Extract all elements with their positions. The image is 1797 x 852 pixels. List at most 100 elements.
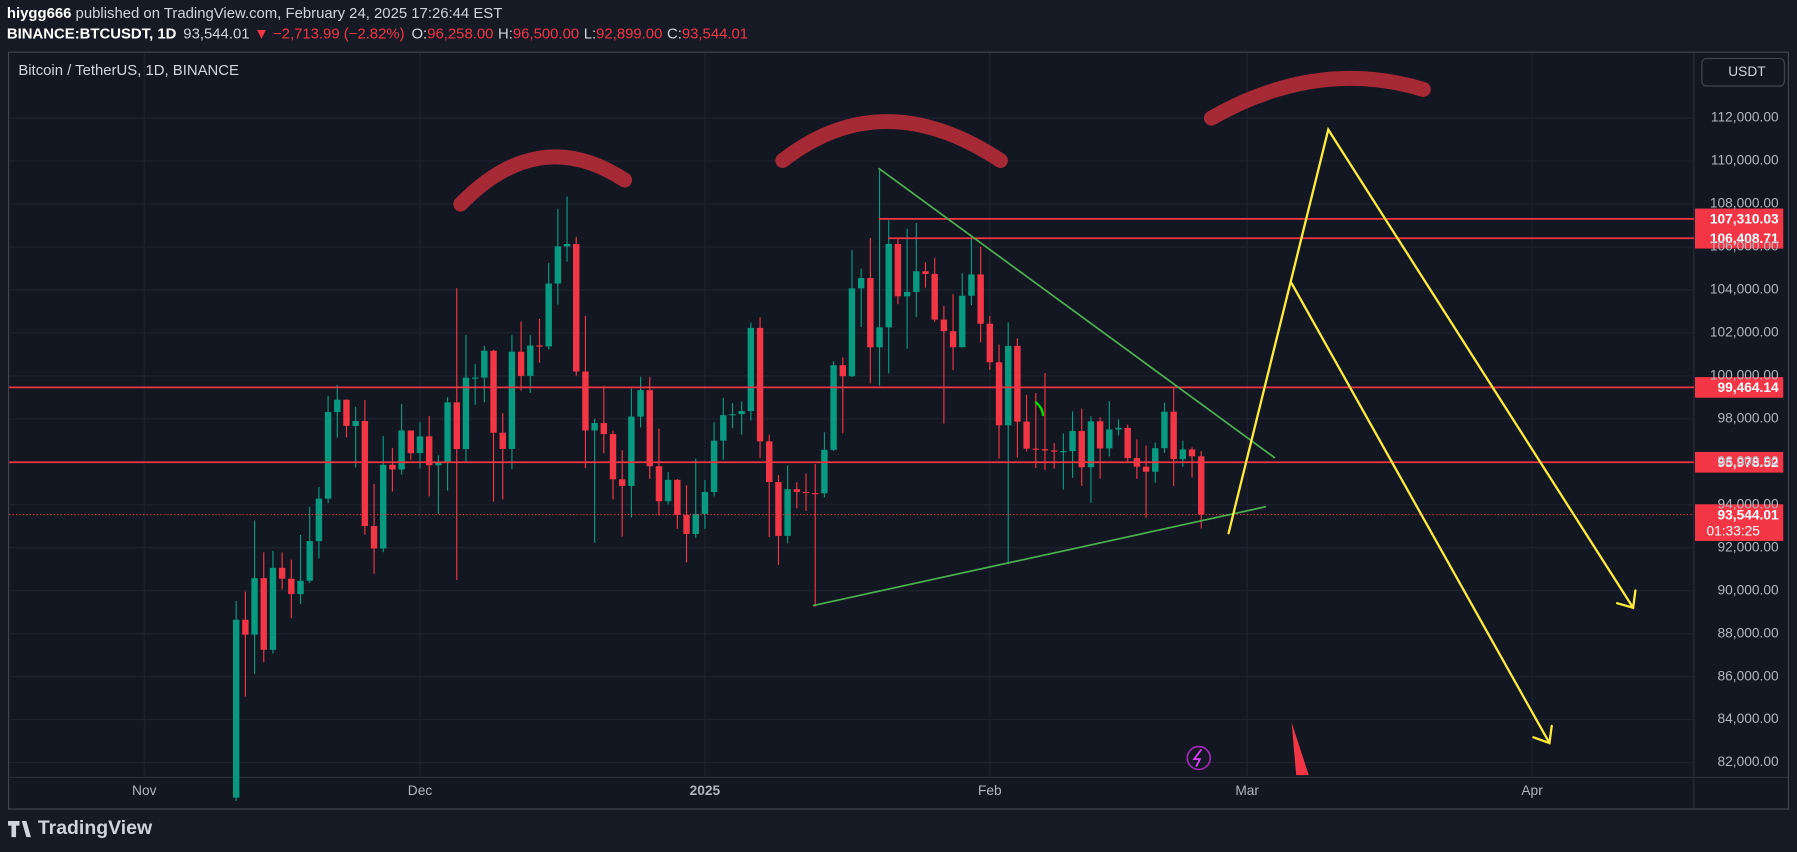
candle-body: [288, 578, 295, 595]
candle-body: [646, 390, 653, 467]
event-icon-bolt: [1192, 749, 1202, 767]
candle-body: [1142, 466, 1150, 472]
candle-body: [600, 423, 608, 435]
arc-drawing: [453, 149, 633, 212]
candle-body: [352, 421, 359, 426]
candle-body: [1198, 456, 1205, 515]
projection-path: [1227, 126, 1635, 609]
candle-body: [784, 489, 791, 536]
author: hiygg666: [7, 6, 72, 22]
levels: 107,310.03 106,408.71 99,464.14 95,978.52 93…: [9, 208, 1784, 541]
candle-body: [949, 331, 957, 348]
candle-body: [573, 243, 580, 372]
candle-body: [278, 567, 286, 579]
ohlc-value: 96,500.00: [513, 26, 579, 42]
mark: [1034, 401, 1045, 417]
candle-body: [1179, 449, 1187, 460]
candle-body: [389, 464, 396, 470]
candle-body: [637, 390, 644, 417]
x-tick-label: Apr: [1521, 783, 1543, 798]
ohlc-key: H:: [498, 26, 513, 42]
price-tag-label: 106,408.71: [1710, 231, 1779, 246]
candle-body: [517, 351, 525, 376]
x-tick-label: Mar: [1235, 783, 1259, 798]
candle-body: [269, 567, 277, 650]
ohlc: O:96,258.00 H:96,500.00 L:92,899.00 C:93,54…: [411, 26, 748, 42]
candle-body: [664, 479, 672, 502]
candle-body: [821, 449, 828, 494]
candle-body: [1115, 427, 1122, 430]
candle-body: [609, 434, 617, 480]
candle-body: [894, 243, 902, 297]
drawings: [453, 70, 1637, 776]
price-tag: [1695, 227, 1784, 249]
legend-title: Bitcoin / TetherUS, 1D, BINANCE: [18, 63, 239, 79]
y-tick-label: 112,000.00: [1711, 110, 1779, 125]
candle-body: [260, 578, 267, 650]
price-tag-label: 99,464.14: [1718, 380, 1780, 395]
candle-body: [756, 327, 764, 442]
currency-label: USDT: [1728, 64, 1766, 79]
candle-body: [857, 278, 865, 289]
arrow-head: [1615, 589, 1637, 610]
symbol: BINANCE:BTCUSDT, 1D: [7, 26, 177, 42]
candle-body: [940, 319, 948, 332]
candle-body: [1124, 427, 1131, 459]
candle-body: [710, 440, 718, 493]
candle-body: [738, 411, 745, 415]
candle-body: [1005, 345, 1012, 426]
candle-body: [527, 345, 534, 376]
candle-body: [867, 278, 874, 348]
y-tick-label: 90,000.00: [1718, 582, 1780, 597]
candle-body: [1069, 430, 1076, 452]
last-price-tag: [1695, 504, 1784, 541]
candle-body: [563, 243, 571, 247]
candle-body: [435, 461, 442, 466]
candle-body: [380, 464, 387, 549]
candle-body: [232, 619, 240, 798]
y-tick-label: 88,000.00: [1718, 625, 1780, 640]
candle-body: [545, 283, 552, 347]
y-tick-label: 104,000.00: [1710, 282, 1779, 297]
ohlc-key: O:: [411, 26, 427, 42]
candle-body: [931, 273, 938, 320]
candle-body: [977, 274, 984, 324]
candle-body: [453, 402, 460, 450]
candle-body: [471, 377, 479, 379]
candle-body: [462, 377, 470, 450]
candle-body: [674, 479, 681, 515]
y-tick-label: 94,000.00: [1718, 496, 1780, 511]
candle-body: [701, 492, 709, 514]
candle-body: [1188, 449, 1196, 457]
event-icon[interactable]: [1186, 745, 1212, 771]
candle-body: [986, 323, 994, 363]
candle-body: [1106, 429, 1113, 449]
price-tag-label: 107,310.03: [1710, 212, 1779, 227]
candle-body: [242, 619, 249, 635]
candle-body: [554, 246, 562, 284]
candle-body: [591, 423, 598, 431]
candle-body: [1078, 430, 1085, 468]
y-tick-label: 86,000.00: [1718, 668, 1780, 683]
currency-button[interactable]: [1701, 57, 1785, 87]
ohlc-key: C:: [667, 26, 682, 42]
candle-body: [1060, 451, 1067, 453]
candle-body: [839, 365, 846, 377]
arc-drawing: [775, 114, 1008, 168]
candle-body: [1170, 411, 1177, 460]
y-tick-label: 102,000.00: [1710, 325, 1779, 340]
candle-body: [1032, 448, 1039, 450]
candle-body: [913, 271, 920, 292]
candle-body: [407, 430, 415, 454]
x-tick-label: Nov: [132, 783, 157, 798]
price-tag: [1695, 377, 1784, 398]
candle-body: [628, 416, 635, 486]
candle-body: [324, 412, 332, 499]
candle-body: [1152, 448, 1159, 472]
header-line-2: BINANCE:BTCUSDT, 1D 93,544.01 ▼ −2,713.99 …: [7, 26, 748, 42]
y-tick-label: 92,000.00: [1718, 539, 1780, 554]
candle-body: [876, 327, 883, 348]
candle-body: [959, 295, 966, 348]
